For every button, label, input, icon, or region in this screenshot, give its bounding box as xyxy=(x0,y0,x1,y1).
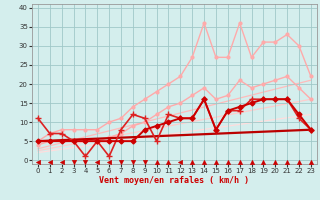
X-axis label: Vent moyen/en rafales ( km/h ): Vent moyen/en rafales ( km/h ) xyxy=(100,176,249,185)
